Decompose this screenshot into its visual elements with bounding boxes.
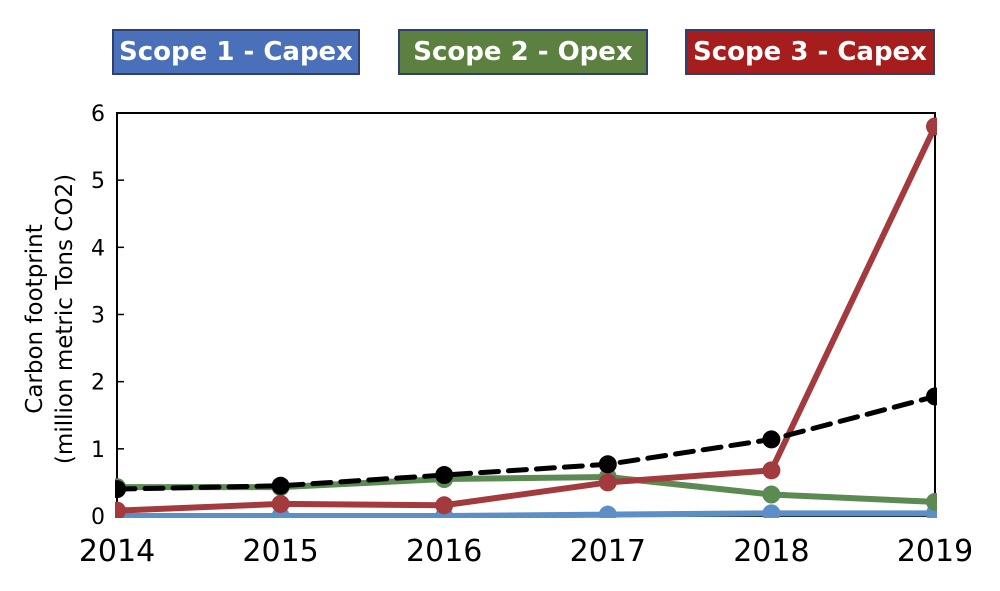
x-tick-label: 2014 xyxy=(79,534,155,569)
plot-frame xyxy=(116,112,936,517)
y-tick-label: 4 xyxy=(91,236,105,261)
series-4 xyxy=(115,387,937,499)
data-point xyxy=(271,494,290,513)
y-ticks: 0 1 2 3 4 5 6 xyxy=(91,102,124,530)
y-tick-label: 5 xyxy=(91,169,105,194)
x-tick-label: 2016 xyxy=(406,534,482,569)
y-tick-label: 3 xyxy=(91,304,105,329)
data-point xyxy=(926,117,937,136)
data-point xyxy=(598,455,617,474)
series-line xyxy=(115,474,937,505)
y-tick-label: 6 xyxy=(91,102,105,127)
x-tick-label: 2019 xyxy=(897,534,973,569)
legend-scope2-label: Scope 2 - Opex xyxy=(413,37,633,67)
data-point xyxy=(435,466,454,485)
data-point xyxy=(762,504,781,518)
x-tick-label: 2018 xyxy=(733,534,809,569)
series-group xyxy=(115,117,937,518)
data-point xyxy=(598,473,617,492)
x-ticks: 2014 2015 2016 2017 2018 2019 xyxy=(79,534,973,569)
series-3 xyxy=(115,117,937,518)
series-line xyxy=(115,393,937,492)
legend-scope3: Scope 3 - Capex xyxy=(685,29,935,75)
y-tick-label: 2 xyxy=(91,371,105,396)
y-tick-label: 1 xyxy=(91,438,105,463)
series-line xyxy=(115,510,937,518)
legend-scope1-label: Scope 1 - Capex xyxy=(119,37,353,67)
data-point xyxy=(435,496,454,515)
series-line xyxy=(115,123,937,514)
data-point xyxy=(115,480,126,499)
legend-scope1: Scope 1 - Capex xyxy=(112,29,360,75)
y-axis-label-line-2: (million metric Tons CO2) xyxy=(52,174,78,464)
legend-scope2: Scope 2 - Opex xyxy=(398,29,648,75)
x-tick-label: 2017 xyxy=(570,534,646,569)
data-point xyxy=(762,430,781,449)
x-tick-label: 2015 xyxy=(242,534,318,569)
legend-scope3-label: Scope 3 - Capex xyxy=(693,37,927,67)
data-point xyxy=(598,505,617,518)
data-point xyxy=(762,485,781,504)
data-point xyxy=(926,387,937,406)
data-point xyxy=(926,492,937,511)
y-tick-label: 0 xyxy=(91,505,105,530)
data-point xyxy=(271,476,290,495)
data-point xyxy=(762,461,781,480)
data-point xyxy=(115,501,126,518)
y-axis-label-line-1: Carbon footprint xyxy=(22,224,48,413)
